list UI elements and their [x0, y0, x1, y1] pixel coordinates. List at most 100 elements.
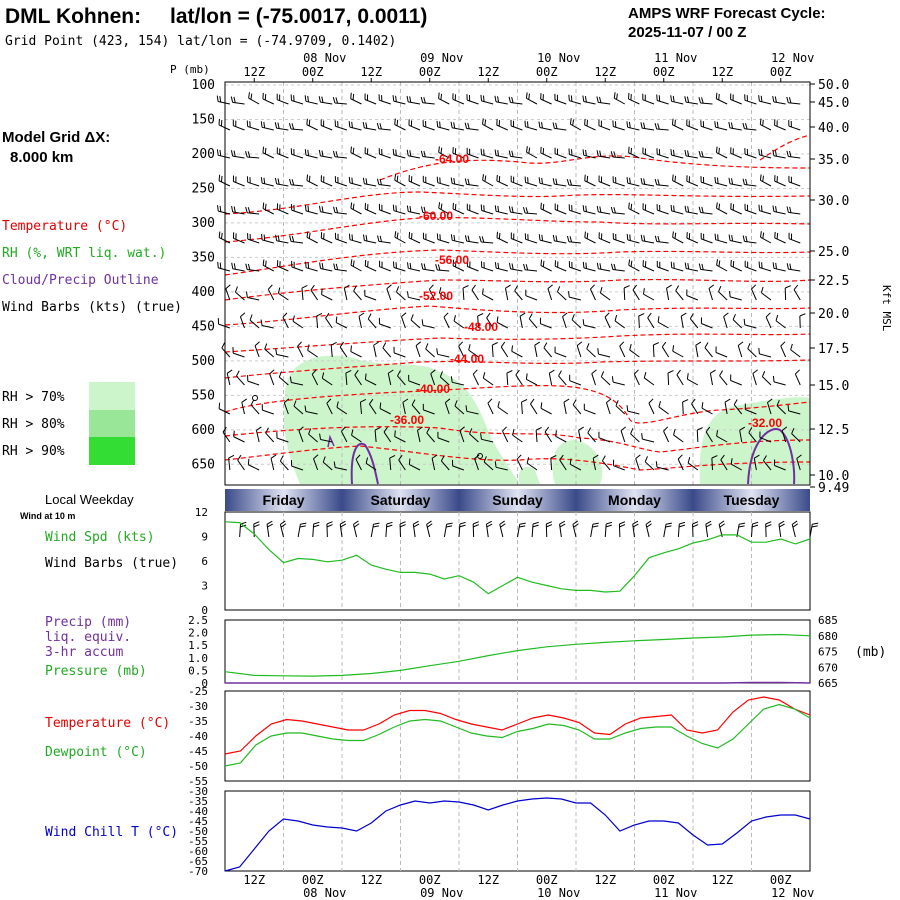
wind-barb-flag [333, 461, 336, 468]
wind-barb-flag [350, 259, 353, 266]
wind-barb-staff [467, 266, 479, 272]
windchill-tick-label: -35 [188, 795, 208, 808]
wind-barb-staff [788, 156, 801, 159]
wind-barb-staff [629, 349, 640, 358]
wind-barb-staff [774, 237, 786, 244]
wind-barb-flag [682, 399, 689, 403]
wind-barb-staff [604, 523, 607, 538]
wind-barb-flag [657, 316, 660, 323]
wind-barb-flag [218, 231, 221, 238]
wind-barb-flag [236, 370, 240, 377]
wind-barb-staff [790, 349, 801, 358]
wind-barb-staff [409, 464, 421, 471]
bottom-date-label: 09 Nov [420, 886, 463, 900]
wind-barb-flag [275, 234, 278, 241]
wind-barb-staff [247, 238, 260, 244]
wind-barb-staff [554, 209, 567, 215]
wind-barb-flag [661, 341, 667, 348]
wind-barb-flag [437, 264, 441, 271]
pressure-unit: (mb) [855, 645, 886, 660]
wind-barb-staff [765, 316, 772, 329]
wind-barb-flag [732, 313, 736, 320]
wind-barb-staff [254, 345, 260, 358]
wind-barb-flag [790, 343, 793, 350]
wind-barb-staff [525, 212, 538, 215]
wind-barb-staff [657, 100, 669, 105]
wind-barb-flag [512, 429, 515, 436]
wind-barb-staff [452, 98, 465, 105]
wind-barb-staff [383, 431, 392, 443]
wind-barb-flag [789, 150, 792, 157]
wind-barb-staff [525, 295, 538, 301]
wind-barb-staff [221, 347, 231, 358]
wind-barb-flag [582, 149, 585, 156]
wind-barb-flag [710, 369, 716, 374]
wind-barb-staff [554, 99, 567, 105]
wind-barb-staff [730, 296, 742, 301]
wind-barb-staff [379, 266, 391, 272]
wind-barb-flag [304, 405, 307, 412]
wind-barb-flag [399, 521, 406, 525]
wind-barb-staff [628, 152, 640, 159]
wind-barb-flag [542, 203, 545, 210]
wind-barb-staff [744, 209, 757, 215]
wind-barb-staff [638, 315, 640, 329]
wind-barb-staff [628, 208, 640, 215]
wind-barb-flag [406, 205, 409, 212]
wind-barb-staff [410, 319, 421, 329]
wind-barb-staff [358, 316, 362, 329]
wind-barb-staff [540, 407, 552, 415]
wind-barb-flag [450, 121, 453, 128]
wind-barb-staff [729, 240, 742, 244]
wind-barb-staff [423, 125, 435, 131]
wind-barb-staff [462, 287, 465, 301]
wind-barb-flag [692, 524, 699, 528]
windchill-series [224, 797, 811, 872]
wind-barb-staff [233, 125, 245, 131]
wind-barb-staff [687, 378, 699, 386]
temperature-contour [759, 134, 811, 161]
wind-barb-staff [239, 523, 242, 538]
wind-barb-flag [289, 235, 292, 242]
wind-barb-flag [673, 205, 675, 212]
wind-barb-flag [596, 150, 599, 157]
wind-barb-staff [658, 406, 669, 415]
wind-barb-staff [483, 377, 494, 386]
wind-height-label: Wind at 10 m [20, 511, 75, 521]
wind-barb-staff [598, 353, 611, 358]
wind-barb-staff [305, 267, 318, 272]
wind-barb-staff [514, 290, 523, 301]
windchill-tick-label: -60 [188, 845, 208, 858]
wind-barb-flag [629, 234, 631, 241]
wind-barb-staff [466, 99, 479, 105]
local-weekday-label: Local Weekday [45, 492, 134, 507]
wind-barb-staff [365, 462, 377, 471]
wind-barb-flag [633, 369, 639, 375]
wind-barb-flag [601, 455, 606, 462]
wind-barb-flag [563, 398, 570, 403]
wind-barb-flag [572, 119, 575, 126]
precip-pressure-series [224, 633, 811, 684]
wind-barb-flag [354, 369, 359, 376]
wind-barb-flag [321, 263, 324, 270]
wind-barb-staff [225, 288, 231, 301]
wind-barb-flag [697, 427, 703, 431]
wind-barb-staff [334, 212, 347, 215]
wind-barb-staff [481, 438, 494, 443]
wind-barb-flag [775, 206, 777, 213]
wind-barb-staff [248, 464, 260, 471]
wind-barb-flag [280, 523, 287, 528]
wind-barb-flag [297, 341, 302, 347]
wind-barb-flag [559, 454, 564, 461]
wind-barb-staff [305, 411, 318, 415]
wind-barb-staff [277, 208, 289, 215]
wind-barb-flag [254, 341, 260, 347]
wind-barb-flag [291, 123, 295, 130]
wind-barb-staff [423, 181, 435, 187]
wind-barb-staff [335, 125, 348, 131]
wind-barb-flag [430, 369, 436, 375]
wind-barb-flag [233, 150, 236, 157]
wind-barb-flag [762, 119, 764, 126]
temperature-contour-label: -64.00 [435, 152, 469, 166]
wind-barb-flag [289, 376, 292, 383]
